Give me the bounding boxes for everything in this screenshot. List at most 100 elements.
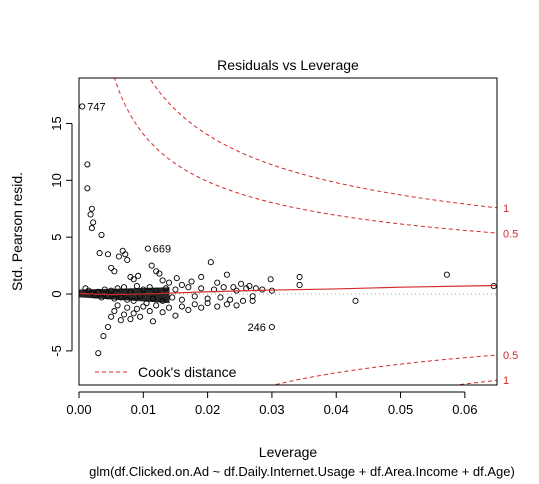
data-point bbox=[96, 250, 103, 257]
data-point bbox=[111, 308, 118, 315]
cook-level-label: 0.5 bbox=[503, 350, 518, 362]
x-tick-label: 0.05 bbox=[388, 402, 413, 417]
data-point bbox=[122, 251, 129, 258]
y-tick-label: 0 bbox=[49, 290, 64, 297]
data-point bbox=[108, 264, 115, 271]
data-point bbox=[146, 284, 153, 291]
y-axis-label: Std. Pearson resid. bbox=[9, 172, 25, 291]
data-point bbox=[156, 270, 163, 277]
data-point bbox=[98, 231, 105, 238]
data-point bbox=[137, 313, 144, 320]
data-point bbox=[114, 302, 121, 309]
data-point bbox=[120, 311, 128, 318]
data-point bbox=[124, 256, 131, 263]
data-point bbox=[104, 323, 111, 331]
data-point bbox=[198, 304, 205, 311]
data-point bbox=[178, 303, 185, 310]
data-point bbox=[238, 280, 245, 287]
data-point bbox=[162, 285, 169, 292]
data-point bbox=[117, 317, 124, 324]
data-point bbox=[214, 303, 221, 310]
point-label-747: 747 bbox=[87, 101, 105, 113]
data-point bbox=[115, 253, 122, 260]
smoother-group bbox=[80, 284, 498, 296]
data-point bbox=[84, 161, 91, 168]
data-point bbox=[104, 293, 111, 300]
cook-contour-upper bbox=[113, 78, 497, 234]
data-point bbox=[114, 285, 121, 292]
data-point bbox=[220, 284, 227, 291]
data-point bbox=[149, 318, 156, 325]
data-point bbox=[101, 286, 108, 293]
data-point bbox=[191, 293, 198, 300]
data-point bbox=[178, 281, 185, 288]
data-point bbox=[108, 313, 115, 320]
data-point bbox=[135, 272, 142, 279]
data-point bbox=[159, 277, 166, 284]
data-point bbox=[159, 297, 166, 304]
data-point bbox=[133, 305, 140, 312]
data-point bbox=[88, 225, 95, 232]
x-axis-label: Leverage bbox=[259, 444, 318, 460]
data-point bbox=[100, 333, 107, 340]
data-point bbox=[249, 293, 256, 300]
data-point bbox=[204, 295, 211, 302]
data-point bbox=[249, 297, 256, 304]
data-point bbox=[217, 294, 224, 301]
cook-level-label: 1 bbox=[503, 203, 509, 215]
x-tick-label: 0.04 bbox=[324, 402, 349, 417]
data-point bbox=[178, 296, 185, 303]
data-point bbox=[227, 296, 234, 303]
data-point bbox=[204, 300, 211, 307]
data-point bbox=[233, 302, 240, 309]
data-point bbox=[84, 185, 91, 192]
data-point bbox=[143, 300, 150, 307]
data-point bbox=[111, 295, 118, 302]
data-point bbox=[124, 296, 131, 303]
legend: Cook's distance bbox=[80, 360, 260, 384]
data-point bbox=[124, 304, 131, 311]
data-point bbox=[185, 284, 192, 291]
data-point bbox=[159, 309, 166, 316]
data-point bbox=[130, 297, 137, 304]
data-point bbox=[443, 271, 450, 278]
data-point bbox=[148, 262, 155, 269]
y-tick-label: 10 bbox=[49, 173, 64, 187]
plot-frame bbox=[78, 77, 498, 386]
cook-level-label: 0.5 bbox=[503, 228, 518, 240]
data-point bbox=[144, 245, 151, 252]
x-tick-label: 0.01 bbox=[131, 402, 156, 417]
data-point bbox=[140, 286, 147, 293]
data-point bbox=[130, 276, 137, 283]
data-point bbox=[267, 276, 274, 283]
data-point bbox=[87, 211, 94, 218]
data-point bbox=[230, 284, 237, 291]
data-point bbox=[90, 219, 97, 226]
dense-point-cluster bbox=[79, 287, 170, 304]
data-point bbox=[296, 273, 303, 281]
cook-contour-lower bbox=[271, 354, 497, 385]
data-point bbox=[172, 286, 179, 293]
x-axis: 0.00 0.01 0.02 0.03 0.04 0.05 0.06 bbox=[66, 391, 478, 417]
data-point bbox=[352, 297, 359, 304]
x-tick-label: 0.03 bbox=[259, 402, 284, 417]
data-point bbox=[120, 284, 128, 291]
data-point bbox=[153, 302, 160, 309]
data-point bbox=[133, 283, 140, 290]
data-point bbox=[130, 310, 137, 317]
data-point bbox=[127, 315, 134, 323]
data-point bbox=[214, 279, 221, 286]
data-points bbox=[79, 103, 497, 357]
smoother-line bbox=[80, 284, 498, 296]
reference-lines bbox=[78, 78, 497, 385]
data-point bbox=[140, 303, 147, 310]
data-point bbox=[259, 286, 266, 293]
point-labels: 747 669 246 bbox=[87, 101, 266, 334]
chart-title: Residuals vs Leverage bbox=[217, 57, 359, 73]
data-point bbox=[185, 306, 192, 314]
data-point bbox=[198, 285, 205, 292]
cook-contour-upper bbox=[148, 78, 497, 209]
model-formula-subtitle: glm(df.Clicked.on.Ad ~ df.Daily.Internet… bbox=[89, 464, 515, 479]
